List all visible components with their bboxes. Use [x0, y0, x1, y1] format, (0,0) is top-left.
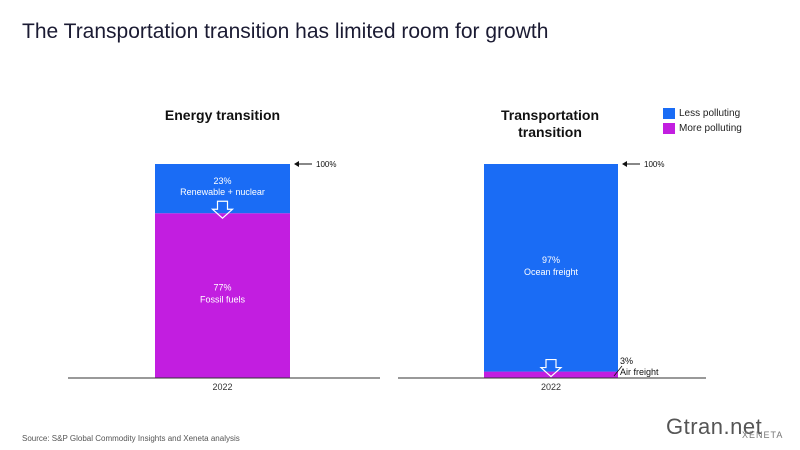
legend-label-less-polluting: Less polluting	[679, 108, 741, 119]
data-label-category: Air freight	[620, 367, 659, 377]
legend-label-more-polluting: More polluting	[679, 123, 742, 134]
source-note: Source: S&P Global Commodity Insights an…	[22, 434, 240, 443]
leader-line	[613, 365, 623, 377]
top-marker-arrowhead	[294, 161, 299, 167]
legend: Less polluting More polluting	[663, 106, 742, 136]
x-tick-label: 2022	[541, 382, 561, 392]
data-label-category: Ocean freight	[524, 267, 579, 277]
bar-segment	[484, 164, 618, 372]
data-label-category: Fossil fuels	[200, 295, 246, 305]
top-marker-arrowhead	[622, 161, 627, 167]
panel-title-transportation-text: Transportation transition	[500, 107, 599, 140]
data-label-value: 77%	[213, 283, 231, 293]
data-label-category: Renewable + nuclear	[180, 187, 265, 197]
bar-segment	[155, 164, 290, 214]
panel-title-transportation: Transportation transition	[480, 107, 620, 141]
legend-item-more-polluting: More polluting	[663, 121, 742, 136]
top-marker-label: 100%	[644, 160, 664, 169]
top-marker-label: 100%	[316, 160, 336, 169]
chart-title: The Transportation transition has limite…	[22, 20, 549, 43]
bar-segment	[155, 213, 290, 378]
watermark-logo: Gtran.net	[666, 414, 763, 439]
transition-arrow-icon	[539, 358, 563, 378]
watermark-sub-logo: XENETA	[742, 430, 784, 440]
x-tick-label: 2022	[212, 382, 232, 392]
panel-title-energy: Energy transition	[160, 107, 285, 124]
panel-title-energy-text: Energy transition	[164, 107, 281, 123]
transition-arrow-icon	[210, 200, 235, 220]
data-label-value: 97%	[542, 255, 560, 265]
legend-item-less-polluting: Less polluting	[663, 106, 742, 121]
data-label-value: 3%	[620, 356, 633, 366]
data-label-value: 23%	[213, 176, 231, 186]
legend-swatch-more-polluting	[663, 123, 675, 134]
bar-segment	[484, 371, 618, 378]
legend-swatch-less-polluting	[663, 108, 675, 119]
